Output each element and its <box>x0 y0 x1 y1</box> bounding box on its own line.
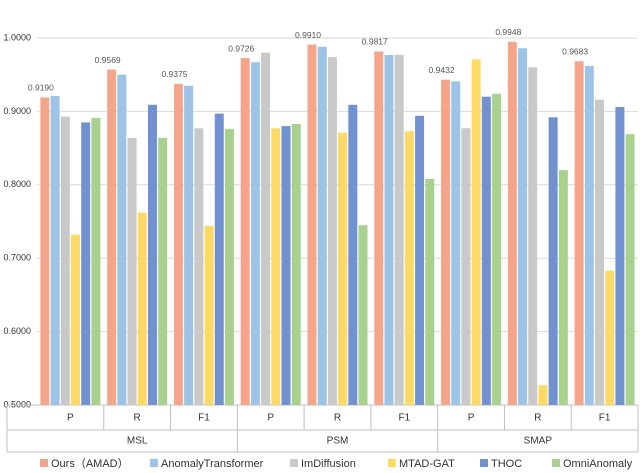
bar <box>261 52 271 406</box>
bar <box>518 48 528 405</box>
legend-swatch <box>290 459 298 467</box>
legend-label: OmniAnomaly <box>563 458 633 470</box>
group-label: PSM <box>327 436 349 447</box>
bar <box>281 126 291 405</box>
y-tick-label: 0.6000 <box>3 326 31 336</box>
value-label: 0.9569 <box>95 55 121 65</box>
bar <box>548 117 558 405</box>
bar <box>394 54 404 406</box>
bar <box>240 58 250 405</box>
bar <box>415 115 425 405</box>
group-label: SMAP <box>524 436 553 447</box>
bar <box>584 65 594 405</box>
bar <box>70 234 80 405</box>
bar <box>194 128 204 406</box>
bar <box>441 79 451 406</box>
value-label: 0.9375 <box>161 69 187 79</box>
bar <box>538 385 548 405</box>
bar <box>307 44 317 406</box>
x-tick-label: P <box>267 413 274 424</box>
bar <box>338 132 348 405</box>
legend-label: ImDiffusion <box>301 458 356 470</box>
bar <box>40 97 50 405</box>
y-tick-label: 0.5000 <box>3 399 31 409</box>
bar <box>127 137 137 405</box>
bar <box>574 61 584 406</box>
x-tick-label: F1 <box>599 413 611 424</box>
y-tick-label: 1.0000 <box>3 32 31 42</box>
bar <box>404 131 414 405</box>
bar <box>271 128 281 406</box>
value-label: 0.9190 <box>28 83 54 93</box>
value-label: 0.9910 <box>295 30 321 40</box>
bar <box>250 62 260 406</box>
bar <box>595 99 605 405</box>
bar <box>558 170 568 405</box>
bar <box>91 118 101 406</box>
legend-label: THOC <box>491 458 522 470</box>
bar <box>471 59 481 405</box>
bar <box>507 41 517 405</box>
bar <box>327 57 337 406</box>
bar <box>425 178 435 405</box>
bar <box>528 67 538 406</box>
bar <box>184 85 194 406</box>
group-label: MSL <box>127 436 148 447</box>
bar <box>358 225 368 405</box>
bar <box>348 104 358 405</box>
value-label: 0.9948 <box>495 27 521 37</box>
legend-swatch <box>40 459 48 467</box>
legend-label: AnomalyTransformer <box>161 458 264 470</box>
y-tick-label: 0.9000 <box>3 106 31 116</box>
x-tick-label: P <box>468 413 475 424</box>
bar <box>625 134 635 406</box>
value-label: 0.9726 <box>228 43 254 53</box>
bar <box>158 137 168 405</box>
bar <box>384 54 394 406</box>
bar <box>147 104 157 405</box>
bar <box>50 95 60 406</box>
bar <box>81 122 91 405</box>
x-tick-label: R <box>334 413 341 424</box>
bar <box>291 123 301 406</box>
bar <box>317 46 327 406</box>
bar <box>492 93 502 405</box>
value-label: 0.9817 <box>362 37 388 47</box>
bar <box>204 225 214 405</box>
legend-label: Ours（AMAD） <box>51 457 129 470</box>
bar <box>137 212 147 405</box>
value-label: 0.9432 <box>429 65 455 75</box>
y-tick-label: 0.7000 <box>3 253 31 263</box>
bar <box>173 83 183 405</box>
y-tick-label: 0.8000 <box>3 179 31 189</box>
legend-swatch <box>552 459 560 467</box>
x-tick-label: P <box>67 413 74 424</box>
bar <box>214 113 224 406</box>
x-tick-label: R <box>534 413 541 424</box>
bar <box>461 128 471 406</box>
bar <box>117 74 127 405</box>
bar <box>107 69 117 405</box>
legend-swatch <box>388 459 396 467</box>
bar <box>374 51 384 406</box>
bar <box>481 96 491 405</box>
legend-label: MTAD-GAT <box>399 458 455 470</box>
bar <box>224 129 234 406</box>
value-label: 0.9683 <box>562 47 588 57</box>
x-tick-label: F1 <box>198 413 210 424</box>
bar <box>60 116 70 406</box>
bar <box>451 81 461 405</box>
bar <box>615 106 625 405</box>
bar <box>605 270 615 405</box>
legend-swatch <box>480 459 488 467</box>
x-tick-label: R <box>134 413 141 424</box>
legend-swatch <box>150 459 158 467</box>
x-tick-label: F1 <box>398 413 410 424</box>
